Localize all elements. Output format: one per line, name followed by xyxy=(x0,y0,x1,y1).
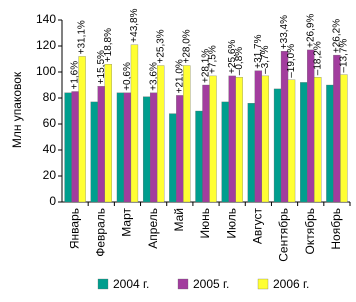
bar xyxy=(183,65,191,203)
bar xyxy=(130,44,139,203)
bar xyxy=(314,77,322,203)
x-tick-label: Июнь xyxy=(198,208,212,239)
legend-label: 2005 г. xyxy=(193,277,229,291)
bar xyxy=(287,79,296,203)
growth-label: +21,0% xyxy=(174,59,185,93)
x-tick-label: Октябрь xyxy=(303,208,317,255)
bar xyxy=(254,70,263,203)
bar xyxy=(300,82,308,203)
x-tick-label: Май xyxy=(172,208,186,232)
bar xyxy=(90,101,98,203)
bar xyxy=(64,92,72,203)
legend-swatch xyxy=(257,278,269,290)
growth-label: –0,8% xyxy=(234,47,245,75)
growth-label: +31,1% xyxy=(77,20,88,54)
bar xyxy=(209,75,217,203)
y-tick-label: 100 xyxy=(36,64,56,78)
bar xyxy=(221,101,229,203)
y-tick-label: 60 xyxy=(43,116,57,130)
growth-label: –13,7% xyxy=(339,39,350,73)
growth-label: +26,2% xyxy=(332,19,343,53)
growth-label: +28,0% xyxy=(181,29,192,63)
bar xyxy=(78,56,86,203)
growth-label: –18,2% xyxy=(312,41,323,75)
bar xyxy=(273,88,282,203)
y-tick-label: 120 xyxy=(36,38,56,52)
growth-label: –19,0% xyxy=(286,44,297,78)
x-tick-label: Сентябрь xyxy=(277,208,291,262)
x-tick-label: Январь xyxy=(67,208,81,249)
bar xyxy=(228,75,236,203)
y-tick-label: 0 xyxy=(49,194,56,208)
bar xyxy=(104,64,112,203)
bar xyxy=(116,92,125,203)
growth-label: +33,4% xyxy=(279,15,290,49)
growth-label: +28,1% xyxy=(201,49,212,83)
growth-label: –3,7% xyxy=(260,45,271,73)
y-axis-label: Млн упаковок xyxy=(10,71,24,148)
growth-label: +18,8% xyxy=(103,28,114,62)
growth-label: +15,5% xyxy=(96,50,107,84)
x-tick-label: Ноябрь xyxy=(329,208,343,250)
bar xyxy=(333,54,341,203)
x-tick-label: Февраль xyxy=(93,208,107,257)
bar xyxy=(142,96,151,203)
x-tick-label: Апрель xyxy=(146,208,160,249)
growth-label: +1,6% xyxy=(70,61,81,90)
growth-label: +31,7% xyxy=(253,34,264,68)
growth-label: +25,6% xyxy=(227,40,238,74)
bar xyxy=(340,74,348,203)
legend-label: 2004 г. xyxy=(113,277,149,291)
growth-label: +43,8% xyxy=(129,8,140,42)
x-tick-label: Июль xyxy=(224,208,238,239)
growth-label: +26,9% xyxy=(305,14,316,48)
y-tick-label: 20 xyxy=(43,168,57,182)
bar xyxy=(123,92,132,203)
bar xyxy=(176,95,184,203)
legend-swatch xyxy=(177,278,189,290)
bar xyxy=(247,103,256,203)
bar xyxy=(261,75,270,203)
y-tick-label: 140 xyxy=(36,12,56,26)
bar xyxy=(235,77,243,203)
y-tick-label: 80 xyxy=(43,90,57,104)
growth-label: +7,5% xyxy=(208,45,219,74)
growth-label: +25,3% xyxy=(155,29,166,63)
bar xyxy=(97,86,105,203)
bar xyxy=(202,84,210,203)
legend-swatch xyxy=(97,278,109,290)
bar xyxy=(169,113,177,203)
x-tick-label: Март xyxy=(120,208,134,237)
bar xyxy=(326,84,334,203)
bar xyxy=(195,110,203,203)
growth-label: +3,6% xyxy=(148,62,159,91)
bar xyxy=(71,91,79,203)
legend-label: 2006 г. xyxy=(273,277,309,291)
bar xyxy=(156,65,165,203)
y-tick-label: 40 xyxy=(43,142,57,156)
bar xyxy=(149,92,158,203)
growth-label: +0,6% xyxy=(122,62,133,91)
x-tick-label: Август xyxy=(251,208,265,245)
